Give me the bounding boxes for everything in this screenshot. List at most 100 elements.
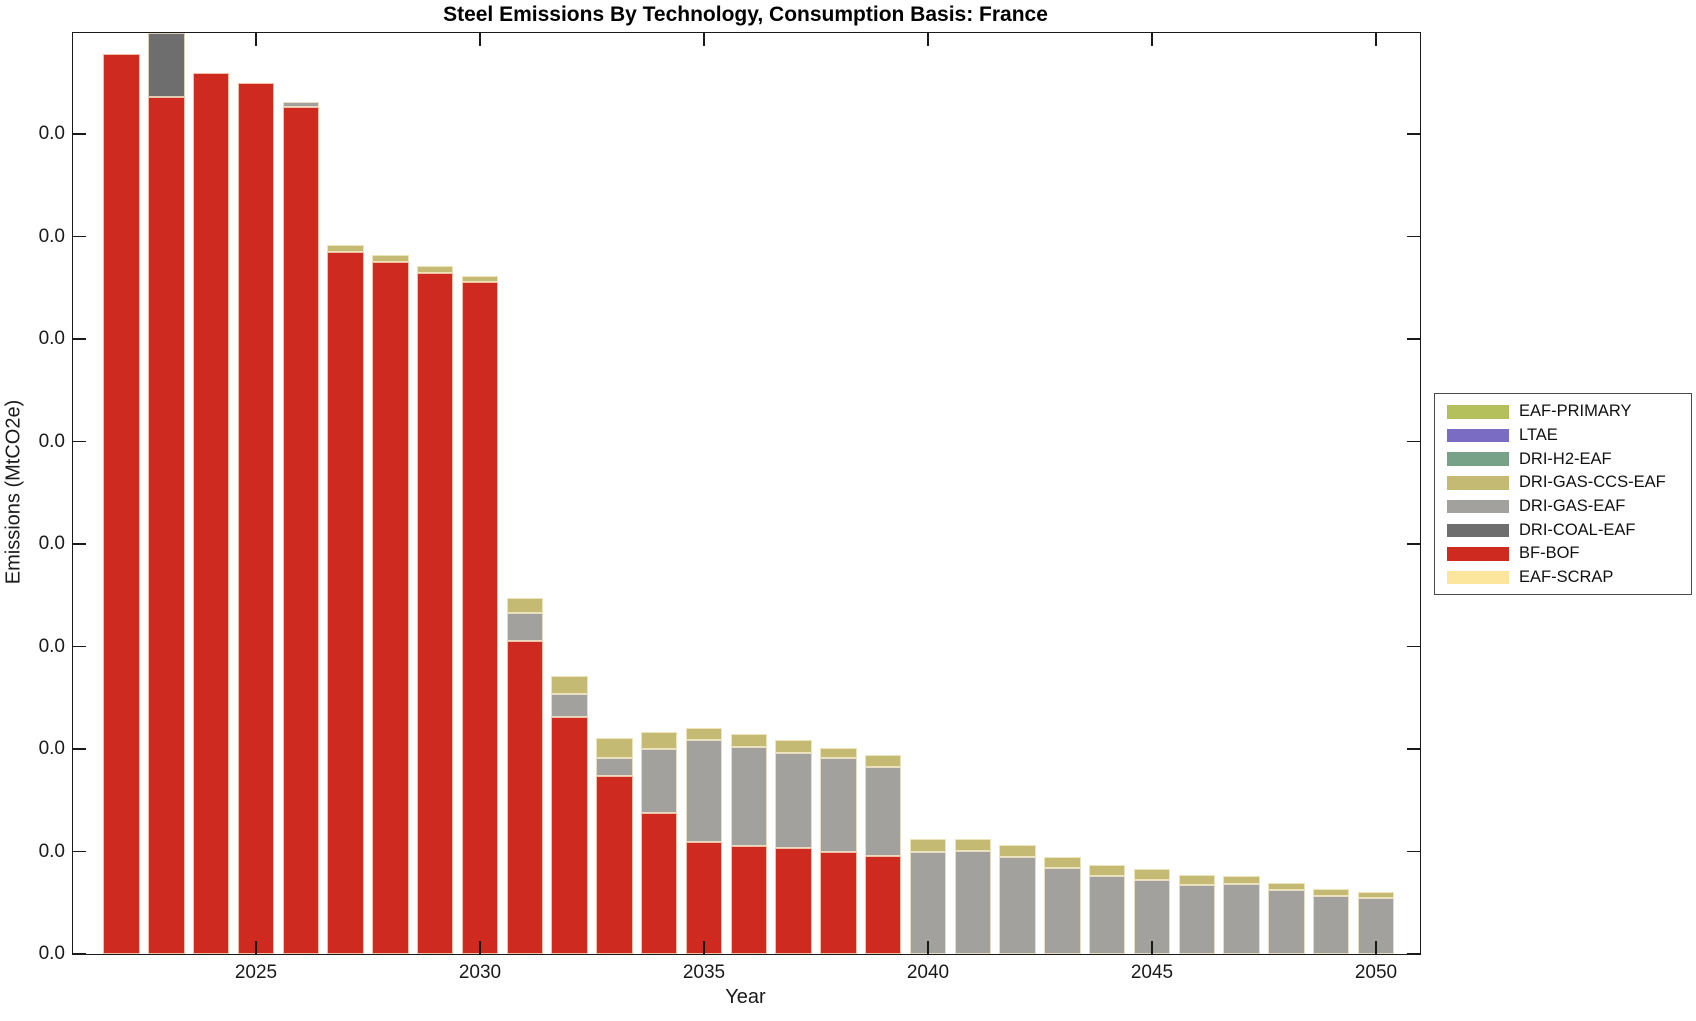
legend-item-dri-gas-eaf: DRI-GAS-EAF (1447, 495, 1691, 519)
bar-segment-bf-bof-2037 (775, 848, 812, 954)
legend-swatch-eaf-scrap (1447, 570, 1509, 585)
legend-item-eaf-scrap: EAF-SCRAP (1447, 566, 1691, 590)
y-tick-label: 0.0 (38, 328, 65, 349)
bar-segment-dri-gas-ccs-eaf-2046 (1178, 875, 1216, 885)
legend-label: LTAE (1519, 426, 1558, 445)
legend-label: BF-BOF (1519, 544, 1580, 563)
y-tick-mark-right (1407, 133, 1420, 135)
x-axis-title: Year (725, 986, 766, 1008)
y-tick-label: 0.0 (38, 533, 65, 554)
bar-segment-dri-gas-ccs-eaf-2048 (1268, 883, 1305, 890)
bar-segment-dri-gas-eaf-2046 (1178, 885, 1216, 954)
y-tick-mark-right (1407, 440, 1420, 443)
y-axis-title: Emissions (MtCO2e) (2, 399, 25, 585)
bar-segment-dri-gas-eaf-2044 (1088, 876, 1126, 954)
bar-segment-bf-bof-2038 (820, 852, 857, 954)
x-tick-label: 2045 (1130, 962, 1174, 983)
legend-swatch-ltae (1447, 428, 1509, 443)
legend-item-ltae: LTAE (1447, 424, 1691, 448)
bar-segment-bf-bof-2039 (864, 856, 902, 954)
y-tick-mark-left (73, 748, 86, 750)
bar-segment-bf-bof-2028 (372, 262, 409, 954)
legend-swatch-bf-bof (1447, 547, 1509, 561)
legend-swatch-dri-gas-ccs-eaf (1447, 476, 1509, 490)
bar-segment-dri-gas-ccs-eaf-2045 (1133, 869, 1171, 880)
bar-segment-dri-gas-eaf-2041 (954, 851, 992, 954)
y-tick-label: 0.0 (38, 943, 65, 964)
legend-item-bf-bof: BF-BOF (1447, 542, 1691, 566)
bar-segment-dri-gas-ccs-eaf-2044 (1088, 865, 1126, 876)
y-tick-mark-left (73, 543, 86, 545)
bar-segment-dri-gas-ccs-eaf-2031 (506, 598, 544, 613)
bar-segment-dri-coal-eaf-2023 (148, 33, 185, 97)
x-tick-mark-top (1375, 33, 1377, 46)
legend-label: DRI-GAS-CCS-EAF (1519, 473, 1666, 492)
bar-segment-dri-gas-eaf-2036 (730, 747, 768, 846)
x-tick-mark-bottom (1375, 941, 1377, 954)
bar-segment-bf-bof-2026 (282, 107, 320, 954)
bar-segment-bf-bof-2035 (685, 842, 723, 954)
bar-segment-bf-bof-2032 (551, 717, 588, 954)
x-tick-label: 2035 (682, 962, 726, 983)
bar-segment-dri-gas-ccs-eaf-2032 (551, 676, 588, 694)
y-tick-label: 0.0 (38, 738, 65, 759)
bar-segment-dri-gas-ccs-eaf-2043 (1044, 857, 1081, 868)
x-tick-mark-top (703, 33, 705, 46)
y-tick-mark-left (73, 645, 86, 648)
x-tick-label: 2050 (1354, 962, 1398, 983)
bar-segment-dri-gas-eaf-2034 (640, 749, 678, 813)
bar-segment-dri-gas-eaf-2049 (1312, 896, 1350, 954)
y-tick-label: 0.0 (38, 430, 65, 452)
bar-segment-dri-gas-ccs-eaf-2038 (820, 748, 857, 758)
x-tick-mark-bottom (255, 941, 257, 954)
x-tick-mark-top (927, 33, 929, 46)
x-tick-label: 2030 (458, 962, 502, 983)
bar-segment-dri-gas-eaf-2031 (506, 613, 544, 641)
x-tick-mark-top (479, 33, 481, 46)
y-tick-mark-right (1407, 953, 1420, 955)
bar-segment-bf-bof-2024 (192, 73, 230, 954)
bar-segment-bf-bof-2033 (596, 776, 633, 954)
y-tick-mark-left (73, 235, 86, 238)
bar-segment-dri-gas-ccs-eaf-2049 (1312, 889, 1350, 896)
legend-item-dri-coal-eaf: DRI-COAL-EAF (1447, 518, 1691, 542)
y-tick-mark-right (1407, 543, 1420, 545)
y-tick-label: 0.0 (38, 635, 65, 657)
bar-segment-dri-gas-ccs-eaf-2042 (999, 845, 1036, 857)
y-tick-label: 0.0 (38, 840, 65, 862)
legend-swatch-dri-coal-eaf (1447, 523, 1509, 538)
legend-label: EAF-PRIMARY (1519, 402, 1632, 421)
bar-segment-bf-bof-2029 (416, 273, 454, 954)
y-tick-mark-left (73, 133, 86, 135)
bar-segment-dri-gas-ccs-eaf-2050 (1357, 892, 1395, 898)
bar-segment-dri-gas-ccs-eaf-2033 (596, 738, 633, 758)
y-tick-mark-left (73, 440, 86, 443)
bar-segment-bf-bof-2023 (148, 97, 185, 954)
bar-segment-dri-gas-eaf-2038 (820, 758, 857, 852)
bar-segment-bf-bof-2030 (461, 282, 499, 954)
legend-label: DRI-GAS-EAF (1519, 497, 1626, 516)
bar-segment-dri-gas-eaf-2040 (909, 852, 947, 954)
bar-segment-dri-gas-ccs-eaf-2030 (461, 276, 499, 282)
plot-area: 0.0 0.0 0.0 0.0 0.0 0.0 0.0 0.0 0.0 2025 2030 2035 2… (39, 32, 1421, 983)
y-tick-mark-right (1407, 235, 1420, 238)
bar-segment-dri-gas-eaf-2026 (282, 102, 320, 107)
y-tick-mark-left (73, 953, 86, 955)
bar-segment-dri-gas-eaf-2043 (1044, 868, 1081, 954)
legend-swatch-dri-h2-eaf (1447, 452, 1509, 466)
bar-segment-dri-gas-ccs-eaf-2037 (775, 740, 812, 753)
legend-label: EAF-SCRAP (1519, 568, 1614, 587)
bar-segment-dri-gas-eaf-2037 (775, 753, 812, 848)
legend-swatch-eaf-primary (1447, 405, 1509, 419)
bar-segment-dri-gas-ccs-eaf-2034 (640, 732, 678, 749)
bar-segment-dri-gas-eaf-2035 (685, 740, 723, 842)
x-tick-label: 2025 (234, 962, 278, 983)
x-tick-mark-top (255, 33, 257, 46)
legend-item-eaf-primary: EAF-PRIMARY (1447, 400, 1691, 424)
legend-swatch-dri-gas-eaf (1447, 499, 1509, 514)
x-tick-mark-top (1151, 33, 1153, 46)
bar-segment-dri-gas-eaf-2033 (596, 758, 633, 776)
x-tick-mark-bottom (927, 941, 929, 954)
bar-segment-bf-bof-2031 (506, 641, 544, 954)
